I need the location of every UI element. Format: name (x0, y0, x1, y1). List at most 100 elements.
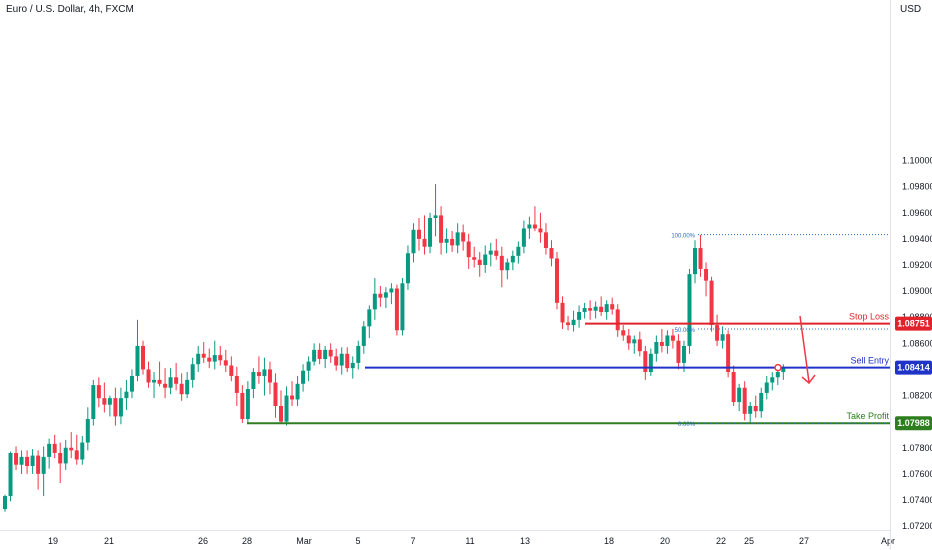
price-tick-label[interactable]: 1.09800 (902, 182, 932, 192)
time-tick-label[interactable]: 18 (604, 536, 614, 546)
candle (267, 361, 272, 395)
candle (505, 258, 510, 280)
price-badge (895, 416, 932, 431)
candle (207, 348, 212, 369)
time-tick-label[interactable]: 20 (660, 536, 670, 546)
currency-label[interactable]: USD (900, 4, 922, 15)
candle-body (118, 398, 123, 417)
candle-body (251, 372, 256, 390)
candle (290, 381, 295, 406)
candle (494, 238, 499, 260)
candle (14, 446, 19, 470)
price-tick-label[interactable]: 1.07600 (902, 469, 932, 479)
candle-body (753, 405, 758, 412)
candle-body (295, 383, 300, 400)
time-tick-label[interactable]: 7 (410, 536, 415, 546)
price-tick-label[interactable]: 1.09600 (902, 208, 932, 218)
candle-body (472, 257, 477, 260)
candle-body (698, 248, 703, 269)
time-tick-label[interactable]: 11 (465, 536, 474, 546)
candle-body (361, 326, 366, 346)
candle-body (742, 387, 747, 414)
time-axis[interactable]: 19 21 26 28 Mar 5 7 11 13 18 20 22 25 27 Apr (48, 536, 895, 546)
candle-body (781, 368, 786, 373)
candle-body (174, 377, 179, 384)
price-tick-label[interactable]: 1.09200 (902, 260, 932, 270)
price-tick-label[interactable]: 1.10000 (902, 156, 932, 166)
candle-body (549, 248, 554, 259)
candle (383, 287, 388, 309)
candle-body (715, 325, 720, 341)
candle-body (63, 447, 68, 464)
candle-body (615, 309, 620, 331)
level-label: Stop Loss (849, 312, 890, 322)
candle (185, 372, 190, 399)
candle-body (113, 398, 118, 417)
candle-body (212, 355, 217, 362)
time-tick-label[interactable]: 19 (48, 536, 58, 546)
candle-body (207, 357, 212, 362)
candle-body (577, 311, 582, 320)
candle (450, 231, 455, 252)
candle-body (566, 322, 571, 326)
fib-label: 50.00% (675, 328, 696, 334)
level-label: Take Profit (846, 411, 889, 421)
candle (58, 442, 63, 484)
candle (543, 223, 548, 255)
candle (748, 402, 753, 423)
candle-body (510, 255, 515, 263)
candle (538, 212, 543, 243)
candle-body (455, 232, 460, 246)
candle-body (328, 349, 333, 357)
candle-body (129, 375, 134, 392)
candle (461, 224, 466, 251)
candle (245, 381, 250, 423)
candle-body (604, 304, 609, 312)
candle (47, 438, 52, 469)
time-tick-label[interactable]: 28 (242, 536, 252, 546)
candle-body (163, 383, 168, 388)
candle (577, 305, 582, 328)
time-tick-label[interactable]: 21 (104, 536, 114, 546)
price-tick-label[interactable]: 1.08600 (902, 338, 932, 348)
candle-body (185, 379, 190, 395)
candle (339, 347, 344, 375)
time-tick-label[interactable]: Apr (881, 536, 895, 546)
candle-body (477, 259, 482, 265)
time-tick-label[interactable]: 13 (520, 536, 530, 546)
candle (69, 432, 74, 459)
candle (256, 356, 261, 384)
candle-body (157, 379, 162, 384)
candle (532, 206, 537, 232)
candle (698, 234, 703, 277)
candle-body (466, 241, 471, 258)
candle (301, 364, 306, 392)
candle (240, 385, 245, 423)
price-tick-label[interactable]: 1.09000 (902, 286, 932, 296)
time-tick-label[interactable]: 22 (716, 536, 726, 546)
candle-body (383, 292, 388, 298)
candle (516, 241, 521, 264)
candle-body (3, 496, 7, 510)
candle-body (709, 280, 714, 326)
candle-body (372, 293, 377, 310)
candle (262, 357, 267, 396)
price-tick-label[interactable]: 1.07400 (902, 495, 932, 505)
price-tick-label[interactable]: 1.09400 (902, 234, 932, 244)
price-tick-label[interactable]: 1.08200 (902, 391, 932, 401)
time-tick-label[interactable]: Mar (296, 536, 312, 546)
time-tick-label[interactable]: 27 (799, 536, 809, 546)
time-tick-label[interactable]: 5 (355, 536, 360, 546)
candle-body (726, 334, 731, 373)
candle (571, 310, 576, 332)
candle-body (654, 342, 659, 354)
price-tick-label[interactable]: 1.07200 (902, 521, 932, 531)
time-tick-label[interactable]: 25 (744, 536, 754, 546)
candle-body (759, 392, 764, 412)
price-tick-label[interactable]: 1.07800 (902, 443, 932, 453)
candle (648, 348, 653, 376)
candle-body (135, 345, 140, 376)
time-tick-label[interactable]: 26 (198, 536, 208, 546)
price-axis[interactable]: 1.072001.074001.076001.078001.080001.082… (895, 156, 932, 532)
